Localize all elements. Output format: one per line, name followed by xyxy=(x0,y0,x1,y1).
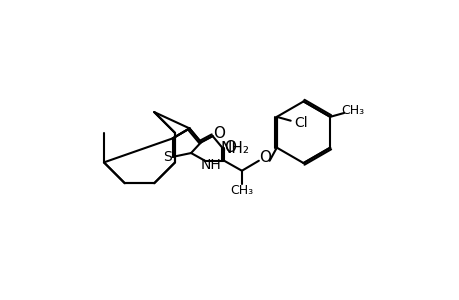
Text: O: O xyxy=(258,150,270,165)
Text: NH: NH xyxy=(200,158,221,172)
Text: Cl: Cl xyxy=(294,116,308,130)
Text: O: O xyxy=(213,125,224,140)
Text: O: O xyxy=(224,140,236,155)
Text: CH₃: CH₃ xyxy=(230,184,253,196)
Text: CH₃: CH₃ xyxy=(341,104,364,117)
Text: S: S xyxy=(162,150,171,164)
Text: NH₂: NH₂ xyxy=(220,141,249,156)
